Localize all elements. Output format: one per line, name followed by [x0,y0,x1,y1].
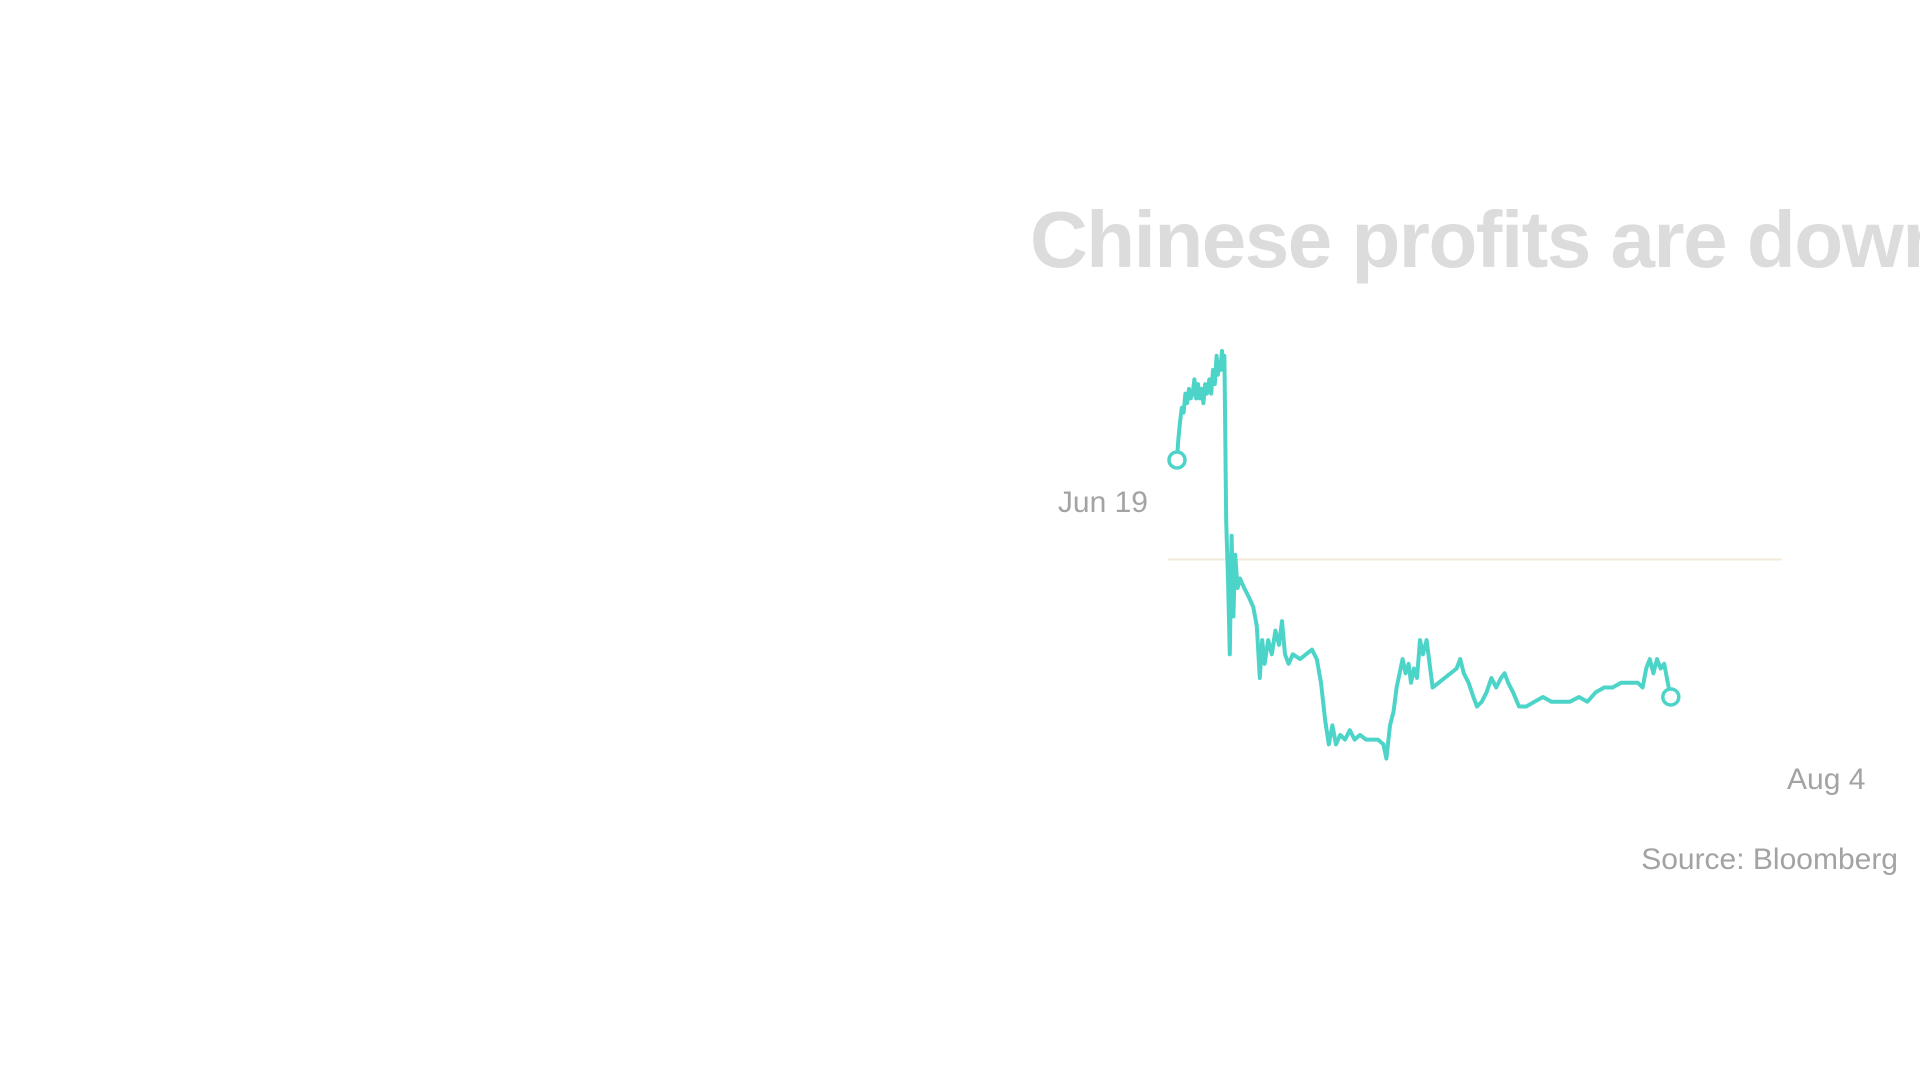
end-marker [1661,687,1681,707]
series-line [1175,349,1673,761]
end-date-label: Aug 4 [1787,763,1866,796]
start-marker [1167,450,1187,470]
source-label: Source: Bloomberg [1641,843,1898,876]
start-date-label: Jun 19 [1057,486,1148,519]
chart-title: Chinese profits are down [1030,195,1920,284]
